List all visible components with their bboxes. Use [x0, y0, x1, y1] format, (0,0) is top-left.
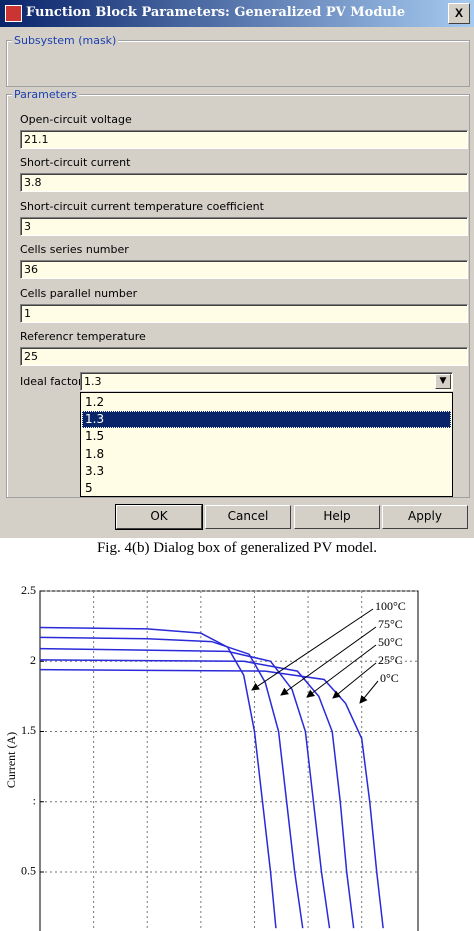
field-label: Ideal factor — [20, 375, 83, 388]
y-tick-label: : — [33, 793, 36, 807]
dropdown[interactable]: 1.3 — [80, 372, 453, 391]
dropdown-arrow[interactable]: ▼ — [435, 374, 451, 389]
dropdown-option[interactable]: 1.5 — [85, 429, 105, 444]
annotation: 100°C — [375, 599, 406, 613]
annotation: 75°C — [378, 617, 403, 631]
button[interactable]: Cancel — [205, 505, 291, 529]
dropdown-list: 1.2 1.3 1.5 1.8 3.3 5 — [80, 392, 453, 497]
subsystem-group — [6, 40, 470, 87]
curve — [39, 659, 355, 929]
button[interactable]: Help — [294, 505, 380, 529]
button[interactable]: OK — [115, 504, 203, 530]
annotation: 25°C — [378, 653, 403, 667]
text-input[interactable]: 3 — [20, 216, 468, 236]
field-label: Short-circuit current temperature coeffi… — [20, 199, 264, 213]
text-input[interactable]: 25 — [20, 347, 468, 366]
text-input[interactable]: 3.8 — [20, 173, 468, 193]
icon — [5, 5, 22, 22]
text-input[interactable]: 21.1 — [20, 130, 468, 149]
dropdown-option[interactable]: 3.3 — [85, 463, 105, 478]
dropdown-option[interactable]: 1.8 — [85, 446, 105, 461]
group-label: Parameters — [12, 88, 79, 101]
annotation-arrow — [332, 662, 377, 699]
curve — [39, 668, 384, 929]
dropdown-option[interactable]: 5 — [85, 481, 93, 495]
y-axis-label: Current (A) — [4, 732, 18, 788]
y-tick-label: 2.5 — [21, 583, 36, 597]
title-bar — [0, 0, 474, 27]
curve — [39, 626, 277, 929]
text-input[interactable]: 1 — [20, 303, 468, 323]
annotation: 50°C — [378, 635, 403, 649]
dropdown-option[interactable]: 1.3 — [82, 411, 451, 429]
field-label: Short-circuit current — [20, 156, 131, 170]
chart: 0.5: 1.5 2 2.5 Current (A) 100°C 75°C 50°C 25°C 0… — [4, 583, 419, 931]
annotation: 0°C — [380, 671, 399, 685]
y-tick-label: 0.5 — [21, 864, 36, 878]
annotation-arrow — [280, 626, 377, 696]
close-button[interactable]: X — [448, 3, 470, 24]
plot-frame — [39, 590, 419, 931]
field-label: Open-circuit voltage — [20, 113, 132, 126]
curve — [39, 647, 331, 929]
group-label: Subsystem (mask) — [12, 34, 119, 47]
field-label: Referencr temperature — [20, 330, 146, 343]
annotation-arrow — [251, 608, 374, 691]
text-input[interactable]: 36 — [20, 260, 468, 280]
annotation-arrow — [306, 644, 377, 698]
caption: Fig. 4(b) Dialog box of generalized PV m… — [96, 540, 378, 556]
dialog-title: Function Block Parameters: Generalized P… — [26, 5, 406, 20]
button[interactable]: Apply — [382, 505, 468, 529]
field-label: Cells parallel number — [20, 286, 138, 300]
curve — [39, 636, 304, 929]
y-tick-label: 1.5 — [21, 723, 36, 737]
y-tick-label: 2 — [30, 653, 36, 667]
dropdown-option[interactable]: 1.2 — [85, 395, 105, 409]
dialog: Function Block Parameters: Generalized P… — [0, 0, 474, 538]
annotation-arrow — [359, 680, 379, 704]
field-label: Cells series number — [20, 243, 129, 257]
parameters-group — [6, 94, 470, 498]
